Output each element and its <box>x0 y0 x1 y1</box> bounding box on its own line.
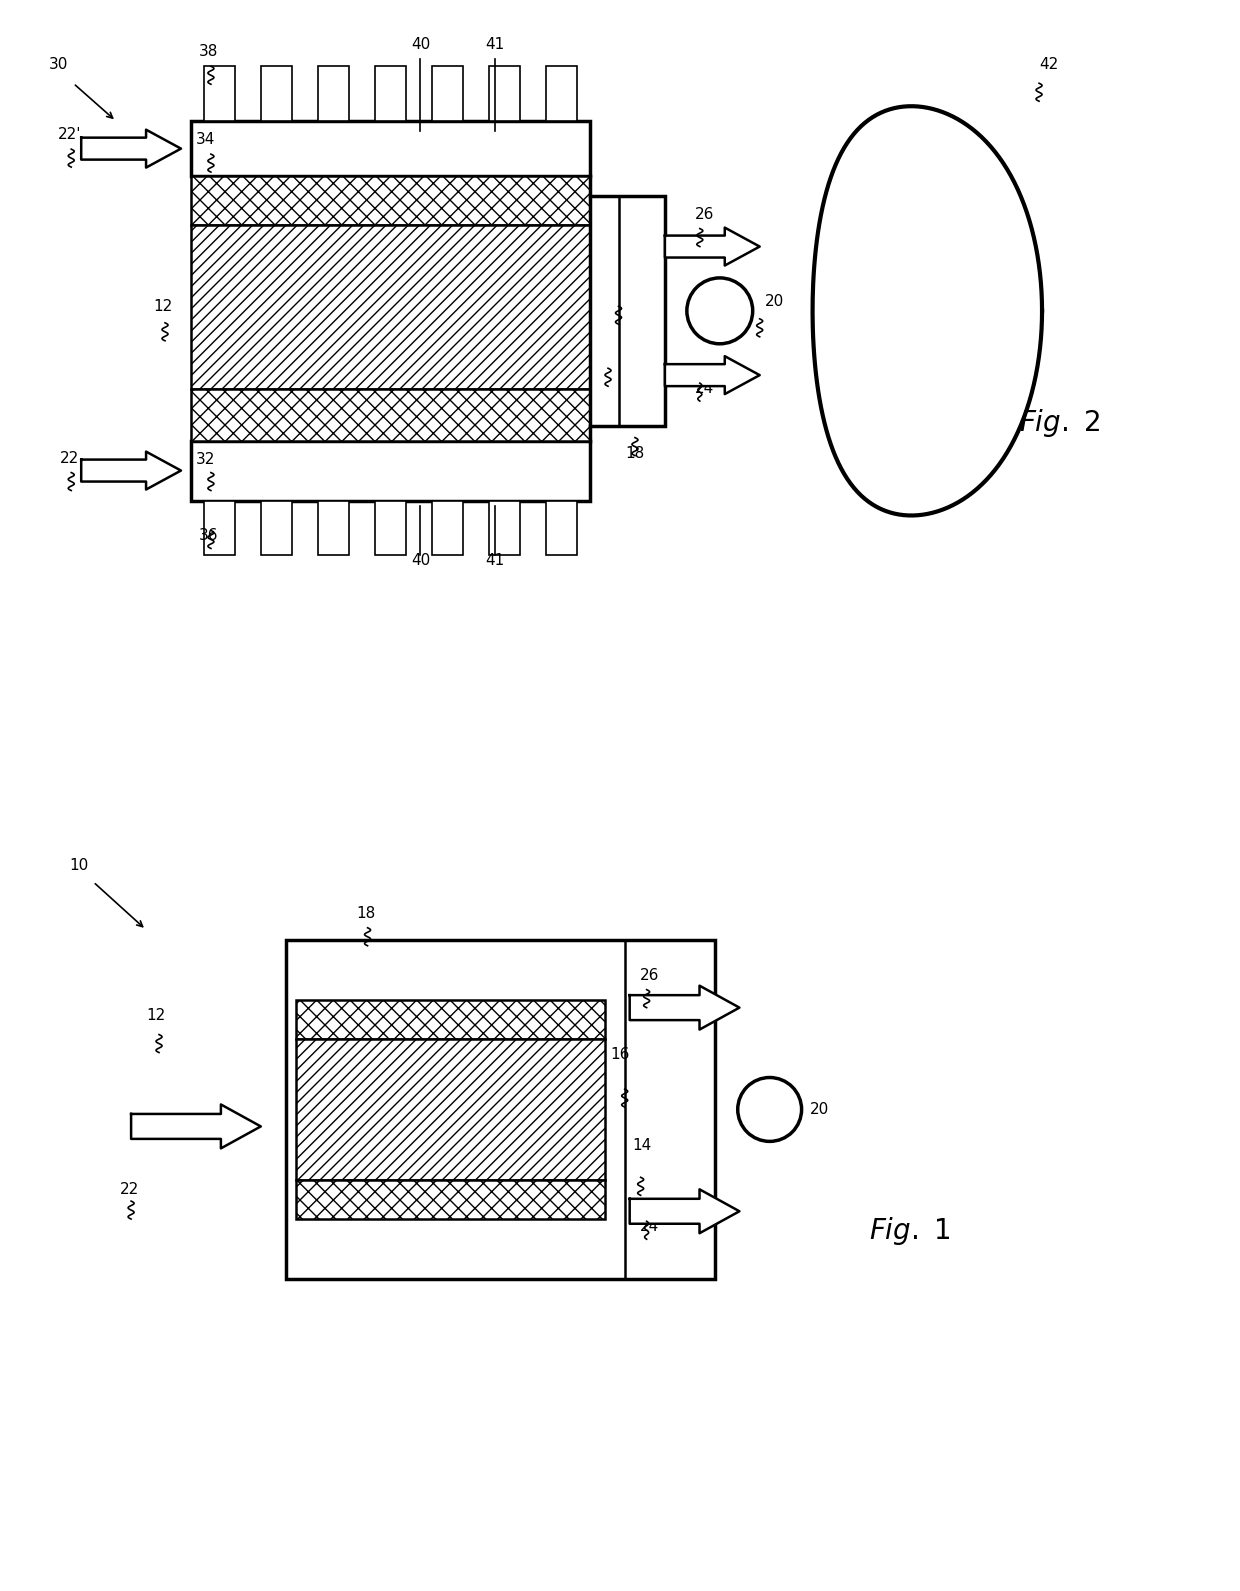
Bar <box>191 441 590 501</box>
Bar <box>374 501 407 555</box>
Bar <box>374 67 407 121</box>
Bar <box>260 501 293 555</box>
Bar <box>191 177 590 224</box>
Text: 22: 22 <box>60 450 79 466</box>
Bar <box>432 501 464 555</box>
Bar <box>203 67 236 121</box>
Bar <box>317 501 350 555</box>
Bar <box>489 67 521 121</box>
Bar <box>295 1181 605 1219</box>
Bar <box>432 67 464 121</box>
Text: 22': 22' <box>57 127 81 142</box>
Bar <box>203 501 236 555</box>
Text: 20: 20 <box>810 1103 828 1117</box>
Text: 24: 24 <box>694 382 714 396</box>
Polygon shape <box>665 228 760 266</box>
Text: 26: 26 <box>694 207 714 221</box>
Bar <box>260 67 293 121</box>
Circle shape <box>738 1077 801 1141</box>
Bar <box>295 999 605 1039</box>
Text: 38: 38 <box>198 45 218 59</box>
Text: 36: 36 <box>198 528 218 544</box>
Bar <box>285 940 714 1279</box>
Text: 20: 20 <box>765 294 784 309</box>
Bar <box>317 67 350 121</box>
Text: 34: 34 <box>196 132 216 146</box>
Text: 16: 16 <box>604 272 624 286</box>
Text: 18: 18 <box>356 905 376 921</box>
Bar <box>295 1039 605 1181</box>
Text: 42: 42 <box>1039 57 1058 72</box>
Bar <box>590 196 665 426</box>
Bar <box>489 501 521 555</box>
Polygon shape <box>131 1104 260 1149</box>
Text: 22: 22 <box>119 1182 139 1198</box>
Text: 14: 14 <box>632 1138 652 1153</box>
Text: 30: 30 <box>50 57 68 72</box>
Text: 14: 14 <box>598 340 618 355</box>
Text: 12: 12 <box>146 1007 166 1023</box>
Text: 41: 41 <box>486 37 505 53</box>
Text: 24: 24 <box>640 1219 658 1235</box>
Polygon shape <box>665 356 760 395</box>
Circle shape <box>687 278 753 344</box>
Text: 32: 32 <box>196 452 216 466</box>
Polygon shape <box>630 986 739 1029</box>
Text: 16: 16 <box>610 1047 630 1061</box>
Bar <box>546 501 578 555</box>
Bar <box>191 224 590 390</box>
Text: 40: 40 <box>410 554 430 568</box>
Text: 18: 18 <box>625 445 645 460</box>
Text: 40: 40 <box>410 37 430 53</box>
Text: $\it{Fig.}\ \it{1}$: $\it{Fig.}\ \it{1}$ <box>869 1216 951 1247</box>
Text: 10: 10 <box>69 858 88 873</box>
Text: 12: 12 <box>154 299 172 313</box>
Bar <box>191 390 590 441</box>
Text: 26: 26 <box>640 967 658 983</box>
Bar <box>191 121 590 177</box>
Polygon shape <box>81 129 181 167</box>
Text: 41: 41 <box>486 554 505 568</box>
Polygon shape <box>81 452 181 490</box>
Polygon shape <box>630 1190 739 1233</box>
Text: $\it{Fig.}\ \it{2}$: $\it{Fig.}\ \it{2}$ <box>1019 407 1101 439</box>
Bar <box>546 67 578 121</box>
